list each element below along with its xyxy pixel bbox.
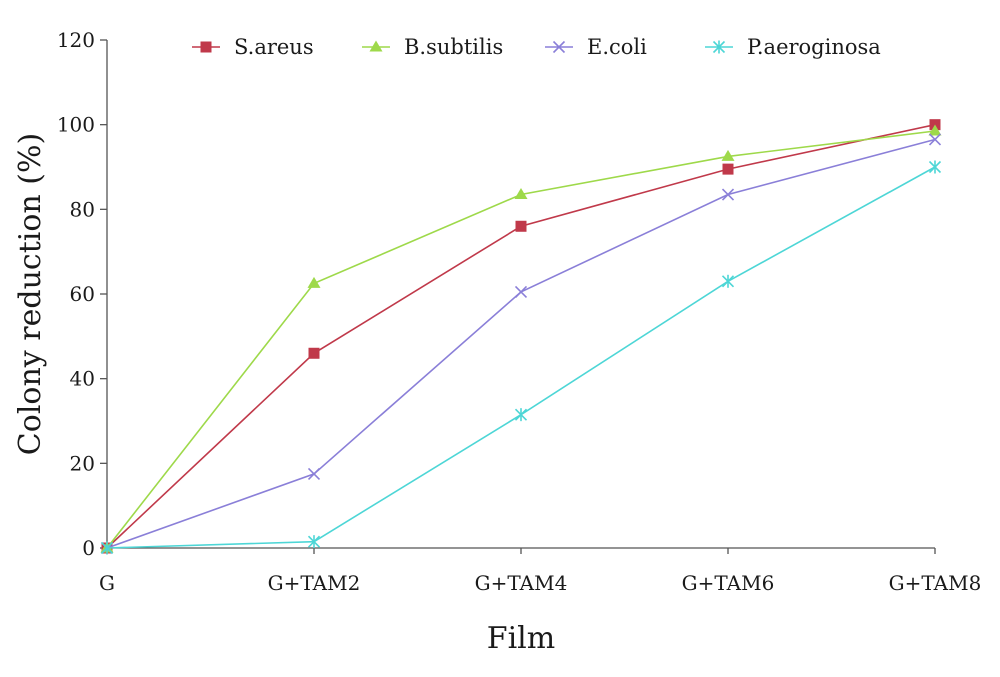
x-tick-label: G+TAM4 [475, 571, 568, 595]
y-tick-label: 20 [70, 451, 95, 475]
y-tick-label: 120 [57, 28, 95, 52]
legend-label: E.coli [587, 35, 647, 59]
x-tick-label: G+TAM8 [889, 571, 982, 595]
series-b-subtilis [100, 124, 942, 553]
legend-marker [369, 40, 383, 52]
y-axis-title: Colony reduction (%) [13, 133, 48, 455]
series-line-e-coli [106, 138, 936, 549]
data-point-p-aeroginosa [514, 408, 528, 422]
data-point-p-aeroginosa [100, 541, 114, 555]
data-point-b-subtilis [928, 124, 942, 136]
x-tick-label: G [99, 571, 115, 595]
x-ticks: G G+TAM2 G+TAM4 G+TAM6 G+TAM8 [99, 548, 981, 595]
data-point-s-areus [308, 347, 320, 359]
x-tick-label: G+TAM2 [268, 571, 361, 595]
legend-label: B.subtilis [404, 35, 503, 59]
series-s-areus [101, 119, 941, 554]
legend-label: P.aeroginosa [747, 35, 881, 59]
legend-item-e-coli: E.coli [545, 35, 647, 59]
data-point-p-aeroginosa [928, 160, 942, 174]
y-ticks: 0 20 40 60 80 100 120 [57, 28, 107, 560]
y-tick-label: 0 [82, 536, 95, 560]
axes [106, 40, 935, 549]
data-point-p-aeroginosa [721, 274, 735, 288]
data-point-e-coli [721, 188, 735, 201]
legend-item-s-areus: S.areus [192, 35, 314, 59]
legend-item-b-subtilis: B.subtilis [362, 35, 503, 59]
legend-marker [712, 40, 726, 54]
data-point-s-areus [515, 220, 527, 232]
data-point-s-areus [722, 163, 734, 175]
data-point-e-coli [514, 285, 528, 298]
data-point-e-coli [928, 133, 942, 146]
y-tick-label: 60 [70, 282, 95, 306]
x-tick-label: G+TAM6 [682, 571, 775, 595]
y-tick-label: 40 [70, 367, 95, 391]
series-p-aeroginosa [100, 160, 942, 555]
legend-marker [200, 41, 212, 53]
series-layer [100, 119, 942, 555]
x-axis-title: Film [487, 621, 555, 656]
data-point-e-coli [307, 467, 321, 480]
data-point-p-aeroginosa [307, 535, 321, 549]
y-tick-label: 100 [57, 113, 95, 137]
legend-marker [552, 40, 566, 54]
data-point-b-subtilis [721, 149, 735, 161]
y-tick-label: 80 [70, 197, 95, 221]
legend: S.areus B.subtilis E.coli P.aeroginosa [192, 35, 881, 59]
data-point-b-subtilis [307, 276, 321, 288]
legend-item-p-aeroginosa: P.aeroginosa [705, 35, 881, 59]
legend-label: S.areus [234, 35, 314, 59]
data-point-b-subtilis [514, 188, 528, 200]
